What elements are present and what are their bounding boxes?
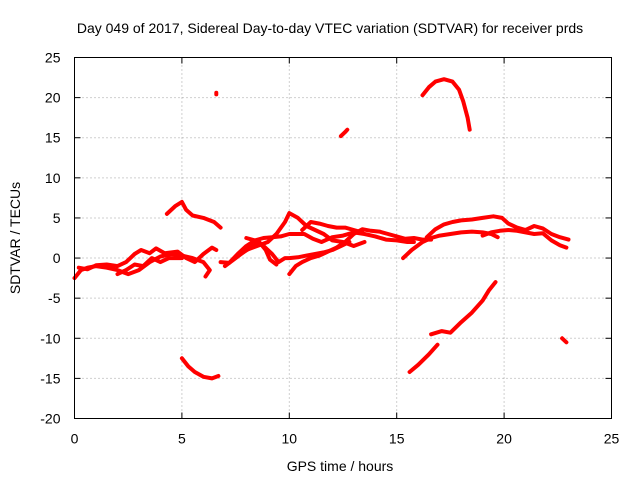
y-tick-label-4: 0 (53, 250, 61, 266)
x-tick-label-0: 0 (71, 431, 79, 447)
axis-ticks (74, 57, 612, 419)
y-tick-label-6: 10 (45, 170, 61, 186)
series-arc-3 (115, 256, 184, 277)
series-arc-18 (407, 342, 440, 374)
x-tick-label-5: 25 (604, 431, 620, 447)
series-arc-20 (560, 336, 569, 345)
data-series (72, 77, 571, 381)
y-tick-label-9: 25 (45, 50, 61, 66)
y-tick-label-8: 20 (45, 90, 61, 106)
x-tick-label-2: 10 (282, 431, 298, 447)
series-arc-15 (424, 214, 571, 242)
series-arc-19 (429, 280, 498, 337)
series-arc-5 (179, 356, 221, 381)
series-arc-2 (76, 245, 219, 272)
x-tick-label-4: 20 (496, 431, 512, 447)
y-tick-label-1: -15 (40, 370, 60, 386)
y-tick-label-3: -5 (48, 290, 61, 306)
y-tick-labels: -20 -15 -10 -5 0 5 10 15 20 25 (40, 50, 60, 427)
x-tick-label-3: 15 (389, 431, 405, 447)
series-arc-12 (300, 220, 365, 235)
series-arc-16 (480, 228, 569, 250)
series-arc-13 (338, 127, 350, 139)
x-tick-labels: 0 5 10 15 20 25 (71, 431, 620, 447)
plot-frame (74, 57, 612, 419)
y-tick-label-2: -10 (40, 330, 60, 346)
x-axis-label: GPS time / hours (287, 458, 394, 474)
grid-lines (74, 57, 612, 419)
y-tick-label-0: -20 (40, 411, 60, 427)
chart-title: Day 049 of 2017, Sidereal Day-to-day VTE… (77, 20, 583, 36)
series-arc-4 (164, 199, 223, 230)
y-tick-label-5: 5 (53, 210, 61, 226)
x-tick-label-1: 5 (178, 431, 186, 447)
series-arc-7 (218, 230, 416, 265)
series-arc-17 (420, 77, 472, 132)
y-axis-label: SDTVAR / TECUs (7, 182, 23, 294)
y-tick-label-7: 15 (45, 130, 61, 146)
